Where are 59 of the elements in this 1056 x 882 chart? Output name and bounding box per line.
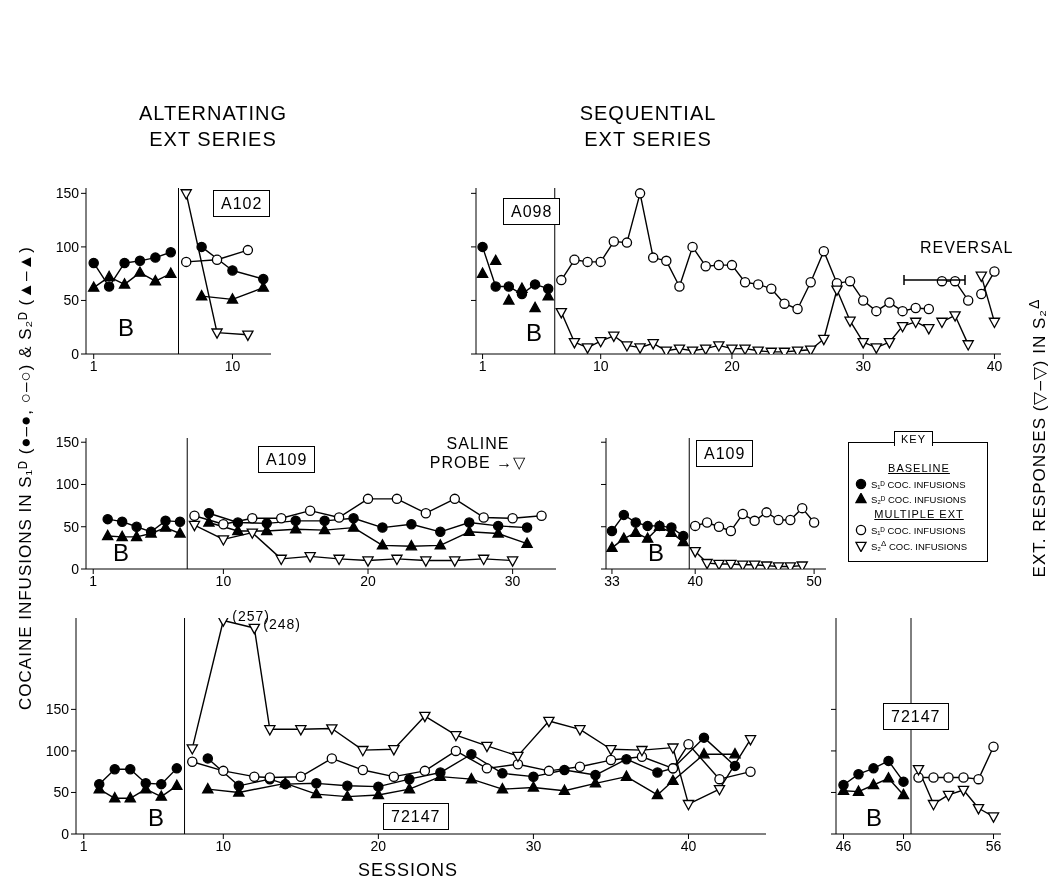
y-tick-label: 50 xyxy=(63,518,80,535)
x-axis-title: SESSIONS xyxy=(357,860,459,881)
text: BASELINE xyxy=(887,462,951,474)
annotation: 72147 xyxy=(883,703,949,730)
annotation: A109 xyxy=(696,440,754,467)
x-tick-label: 1 xyxy=(89,357,98,374)
x-tick-label: 20 xyxy=(360,572,376,589)
annotation: 72147 xyxy=(383,803,449,830)
annotation: SALINE PROBE →▽ xyxy=(428,434,528,472)
text: MULTIPLE EXT xyxy=(873,508,965,520)
x-tick-label: 50 xyxy=(806,572,823,589)
y-tick-label: 150 xyxy=(55,185,80,202)
legend-label: S₁ᴰ COC. INFUSIONS xyxy=(871,478,966,490)
annotation: B xyxy=(118,314,136,341)
x-tick-label: 40 xyxy=(687,572,704,589)
y-tick-label: 150 xyxy=(45,701,70,718)
x-tick-label: 50 xyxy=(895,837,912,854)
x-tick-label: 10 xyxy=(215,572,232,589)
y-tick-label: 100 xyxy=(55,238,80,255)
y-tick-label: 50 xyxy=(63,292,80,309)
x-tick-label: 30 xyxy=(525,837,542,854)
x-tick-label: 1 xyxy=(478,357,487,374)
annotation: B xyxy=(148,804,166,831)
chart-title: SEQUENTIAL EXT SERIES xyxy=(578,101,718,152)
legend-label: S₂$^{Δ}$ COC. INFUSIONS xyxy=(871,539,968,553)
x-tick-label: 20 xyxy=(724,357,740,374)
annotation: A109 xyxy=(258,446,316,473)
x-tick-label: 10 xyxy=(215,837,232,854)
x-tick-label: 40 xyxy=(986,357,1003,374)
x-tick-label: 20 xyxy=(370,837,387,854)
x-tick-label: 56 xyxy=(985,837,1002,854)
annotation: REVERSAL xyxy=(920,238,1014,257)
y-tick-label: 150 xyxy=(55,434,80,451)
x-tick-label: 10 xyxy=(592,357,609,374)
x-tick-label: 1 xyxy=(79,837,88,854)
x-tick-label: 1 xyxy=(89,572,98,589)
x-tick-label: 33 xyxy=(604,572,620,589)
annotation: B xyxy=(866,804,884,831)
legend-title: KEY xyxy=(894,431,934,446)
y-tick-label: 0 xyxy=(71,560,80,577)
legend-label: S₂ᴰ COC. INFUSIONS xyxy=(871,493,967,505)
annotation: B xyxy=(113,539,131,566)
annotation: A102 xyxy=(213,190,271,217)
annotation: B xyxy=(648,539,666,566)
x-tick-label: 46 xyxy=(835,837,852,854)
legend-label: S₁ᴰ COC. INFUSIONS xyxy=(871,524,966,536)
y-tick-label: 100 xyxy=(55,476,80,493)
chart-title: ALTERNATING EXT SERIES xyxy=(137,101,289,152)
y-tick-label: 50 xyxy=(53,784,70,801)
annotation: A098 xyxy=(503,198,561,225)
annotation: B xyxy=(526,319,544,346)
y-tick-label: 0 xyxy=(61,825,70,842)
x-tick-label: 40 xyxy=(680,837,697,854)
x-tick-label: 30 xyxy=(504,572,521,589)
y-tick-label: 100 xyxy=(45,742,70,759)
y-axis-title: COCAINE INFUSIONS IN S₁ᴰ (●–●, ○–○) & S₂ᴰ (▲–▲) xyxy=(16,246,36,710)
y-tick-label: 0 xyxy=(71,345,80,362)
x-tick-label: 10 xyxy=(224,357,241,374)
x-tick-label: 30 xyxy=(855,357,872,374)
